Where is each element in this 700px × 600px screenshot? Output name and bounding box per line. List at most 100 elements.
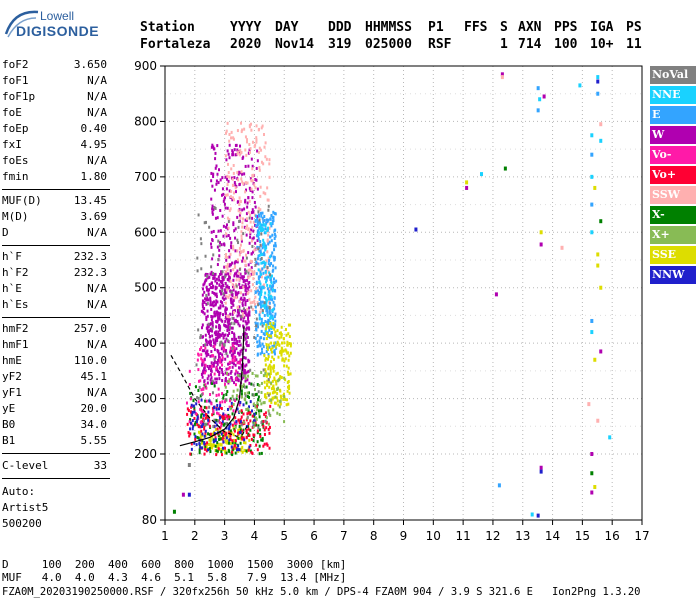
echo-point [228,415,231,419]
echo-point [215,281,218,285]
echo-point [503,166,507,171]
echo-point [258,428,261,432]
echo-point [265,309,268,313]
echo-point [211,207,214,211]
echo-point [228,264,231,268]
echo-point [228,328,231,332]
echo-point [254,263,257,267]
echo-point [263,218,266,222]
chart-curves [170,326,248,447]
echo-point [220,347,223,351]
echo-point [238,282,241,286]
echo-point [247,411,250,415]
echo-point [226,262,229,266]
echo-point [272,277,275,281]
echo-point [233,296,236,300]
echo-point [214,216,217,220]
echo-point [259,433,262,437]
echo-point [228,189,231,193]
echo-point [225,294,228,298]
param-value: 13.45 [73,194,107,207]
echo-point [256,217,259,221]
echo-point [560,245,564,250]
echo-point [267,233,270,237]
echo-point [258,127,261,131]
echo-point [267,325,270,329]
echo-point [212,424,215,428]
echo-point [231,326,234,330]
echo-point [198,448,201,452]
echo-point [254,418,257,422]
echo-point [209,432,212,436]
echo-point [218,326,221,330]
echo-point [263,265,266,269]
echo-point [288,387,291,391]
echo-point [232,223,235,227]
echo-point [276,329,279,333]
echo-point [219,300,222,304]
echo-point [536,86,540,91]
echo-point [254,404,257,408]
echo-point [240,130,243,134]
echo-point [246,407,249,411]
echo-point [214,436,217,440]
echo-point [206,441,209,445]
echo-point [241,276,244,280]
echo-point [222,436,225,440]
echo-point [196,423,199,427]
echo-point [222,349,225,353]
echo-point [266,283,269,287]
echo-point [261,437,264,441]
echo-point [231,441,234,445]
echo-point [222,396,225,400]
echo-point [213,381,216,385]
echo-point [274,333,277,337]
echo-point [265,357,268,361]
echo-point [196,269,199,273]
echo-point [222,417,225,421]
echo-point [250,228,253,232]
echo-point [255,324,258,328]
echo-point [224,376,227,380]
param-label: yE [2,402,16,415]
echo-point [203,371,206,375]
echo-point [261,309,264,313]
echo-point [268,375,271,379]
echo-point [215,399,218,403]
echo-point [268,295,271,299]
echo-point [236,269,239,273]
echo-point [220,281,223,285]
echo-point [260,214,263,218]
echo-point [229,312,232,316]
echo-point [268,158,271,162]
echo-point [241,208,244,212]
echo-point [236,200,239,204]
echo-point [245,256,248,260]
echo-point [236,431,239,435]
echo-point [257,426,260,430]
echo-point [216,320,219,324]
echo-point [233,359,236,363]
echo-point [279,375,282,379]
echo-point [288,391,291,395]
echo-point [244,226,247,230]
echo-point [206,302,209,306]
echo-point [225,232,228,236]
echo-point [254,321,257,325]
hdr-day-label: DAY [275,20,299,35]
echo-point [238,196,241,200]
echo-point [200,309,203,313]
echo-point [234,292,237,296]
echo-point [211,381,214,385]
echo-point [197,388,200,392]
echo-point [216,263,219,267]
legend-item: SSW [650,186,696,204]
echo-point [209,343,212,347]
echo-point [257,409,260,413]
echo-point [237,209,240,213]
echo-point [273,327,276,331]
echo-point [213,276,216,280]
echo-point [266,287,269,291]
echo-point [216,411,219,415]
